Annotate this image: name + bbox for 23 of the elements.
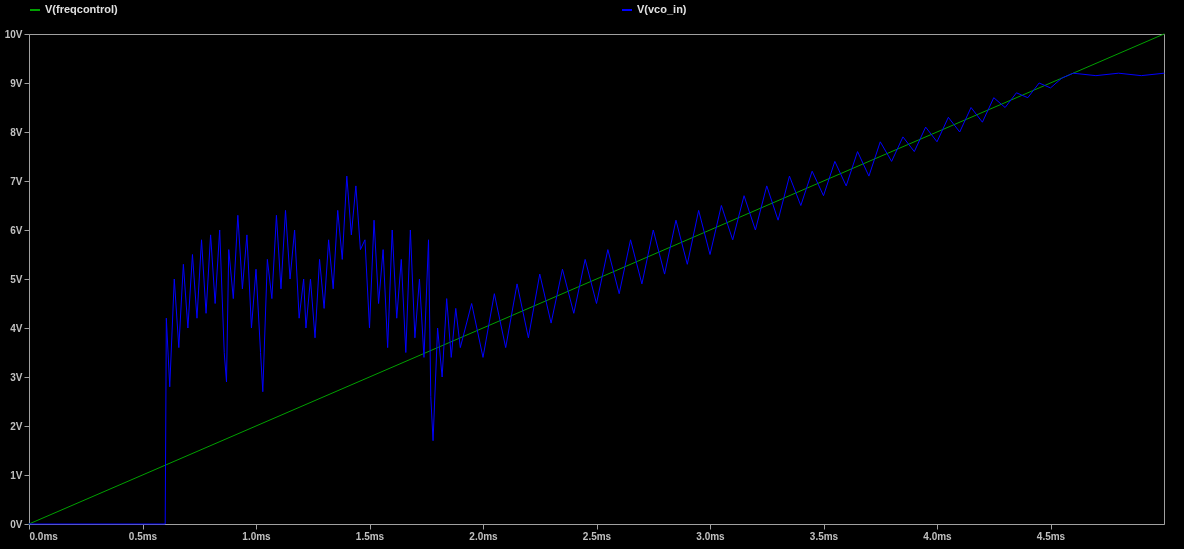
y-tick-label: 7V	[10, 175, 23, 187]
x-tick-label: 2.0ms	[469, 530, 499, 542]
x-tick-label: 1.5ms	[355, 530, 385, 542]
x-tick-label: 3.5ms	[809, 530, 839, 542]
y-tick-label: 5V	[10, 273, 23, 285]
x-tick-label: 0.0ms	[29, 530, 59, 542]
legend-label: V(freqcontrol)	[45, 3, 119, 15]
y-tick-label: 1V	[10, 469, 23, 481]
legend-label: V(vco_in)	[637, 3, 687, 15]
x-tick-label: 2.5ms	[582, 530, 612, 542]
y-tick-label: 2V	[10, 420, 23, 432]
x-tick-label: 0.5ms	[128, 530, 158, 542]
y-tick-label: 0V	[10, 518, 23, 530]
y-tick-label: 8V	[10, 126, 23, 138]
y-tick-label: 4V	[10, 322, 23, 334]
x-tick-label: 1.0ms	[242, 530, 272, 542]
x-tick-label: 3.0ms	[696, 530, 726, 542]
y-tick-label: 10V	[4, 28, 23, 40]
y-tick-label: 6V	[10, 224, 23, 236]
y-tick-label: 3V	[10, 371, 23, 383]
y-tick-label: 9V	[10, 77, 23, 89]
x-tick-label: 4.5ms	[1036, 530, 1066, 542]
x-tick-label: 4.0ms	[923, 530, 953, 542]
